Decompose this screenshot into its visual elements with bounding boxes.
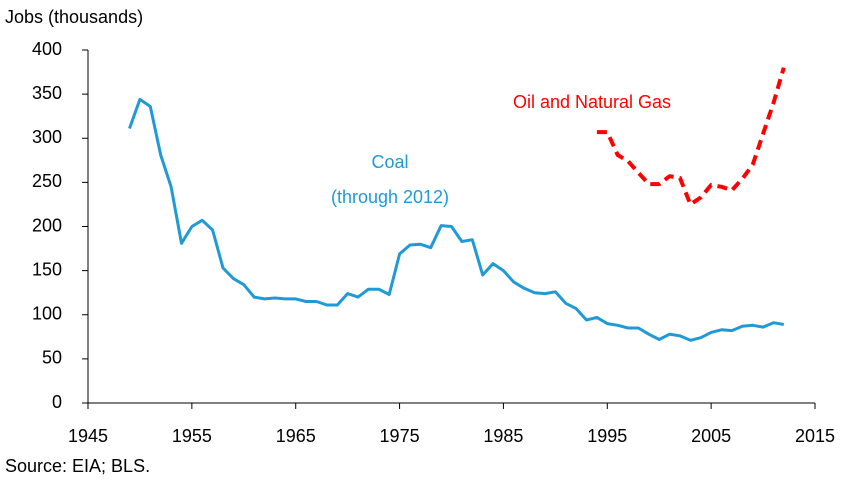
x-tick-label: 1955 — [172, 426, 212, 446]
x-tick-label: 1945 — [68, 426, 108, 446]
series-label: Coal — [371, 152, 408, 172]
x-tick-label: 2005 — [691, 426, 731, 446]
series-line — [596, 67, 786, 207]
y-tick-label: 50 — [42, 348, 62, 368]
series-line — [128, 97, 785, 342]
x-tick-label: 1995 — [587, 426, 627, 446]
x-tick-label: 1985 — [483, 426, 523, 446]
y-tick-label: 250 — [32, 171, 62, 191]
annotation: (through 2012) — [331, 187, 449, 207]
y-tick-label: 300 — [32, 127, 62, 147]
y-axis-label: Jobs (thousands) — [5, 7, 143, 27]
series-label: Oil and Natural Gas — [513, 92, 671, 112]
source: Source: EIA; BLS. — [5, 456, 150, 476]
y-tick-label: 150 — [32, 259, 62, 279]
x-tick-label: 1975 — [380, 426, 420, 446]
y-tick-label: 100 — [32, 304, 62, 324]
y-tick-label: 400 — [32, 39, 62, 59]
y-tick-label: 350 — [32, 83, 62, 103]
y-tick-label: 0 — [52, 392, 62, 412]
x-tick-label: 2015 — [795, 426, 835, 446]
x-tick-label: 1965 — [276, 426, 316, 446]
y-tick-label: 200 — [32, 215, 62, 235]
